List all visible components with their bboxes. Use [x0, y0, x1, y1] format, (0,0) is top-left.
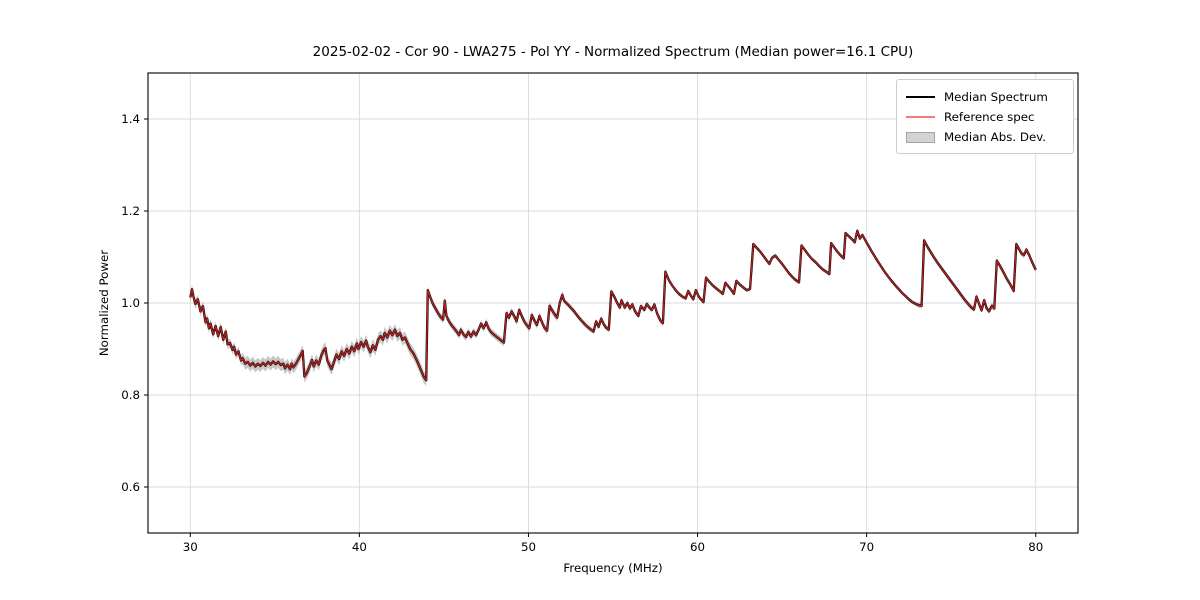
reference-spec-line [189, 230, 1037, 381]
x-tick-label: 80 [1028, 540, 1043, 554]
x-tick-label: 40 [352, 540, 367, 554]
chart-title: 2025-02-02 - Cor 90 - LWA275 - Pol YY - … [312, 44, 914, 60]
legend-item-median-abs-dev: Median Abs. Dev. [906, 127, 1064, 147]
x-tick-label: 30 [183, 540, 198, 554]
x-axis-label: Frequency (MHz) [563, 561, 663, 575]
legend-line-swatch-reference [906, 115, 935, 119]
legend-item-reference-spec: Reference spec [906, 107, 1064, 127]
x-tick-label: 60 [690, 540, 705, 554]
legend-item-median-spectrum: Median Spectrum [906, 87, 1064, 107]
legend-patch-swatch-mad [906, 131, 935, 143]
legend-line-swatch-median [906, 95, 935, 99]
y-tick-label: 1.0 [121, 296, 140, 310]
y-tick-label: 0.8 [121, 388, 140, 402]
legend-label-mad: Median Abs. Dev. [944, 130, 1047, 144]
x-tick-label: 50 [521, 540, 536, 554]
y-tick-label: 1.4 [121, 112, 140, 126]
legend-label-reference: Reference spec [944, 110, 1035, 124]
y-tick-label: 0.6 [121, 480, 140, 494]
legend: Median Spectrum Reference spec Median Ab… [896, 79, 1074, 154]
y-tick-label: 1.2 [121, 204, 140, 218]
legend-label-median: Median Spectrum [944, 90, 1048, 104]
x-tick-label: 70 [859, 540, 874, 554]
y-axis-label: Normalized Power [97, 249, 111, 357]
